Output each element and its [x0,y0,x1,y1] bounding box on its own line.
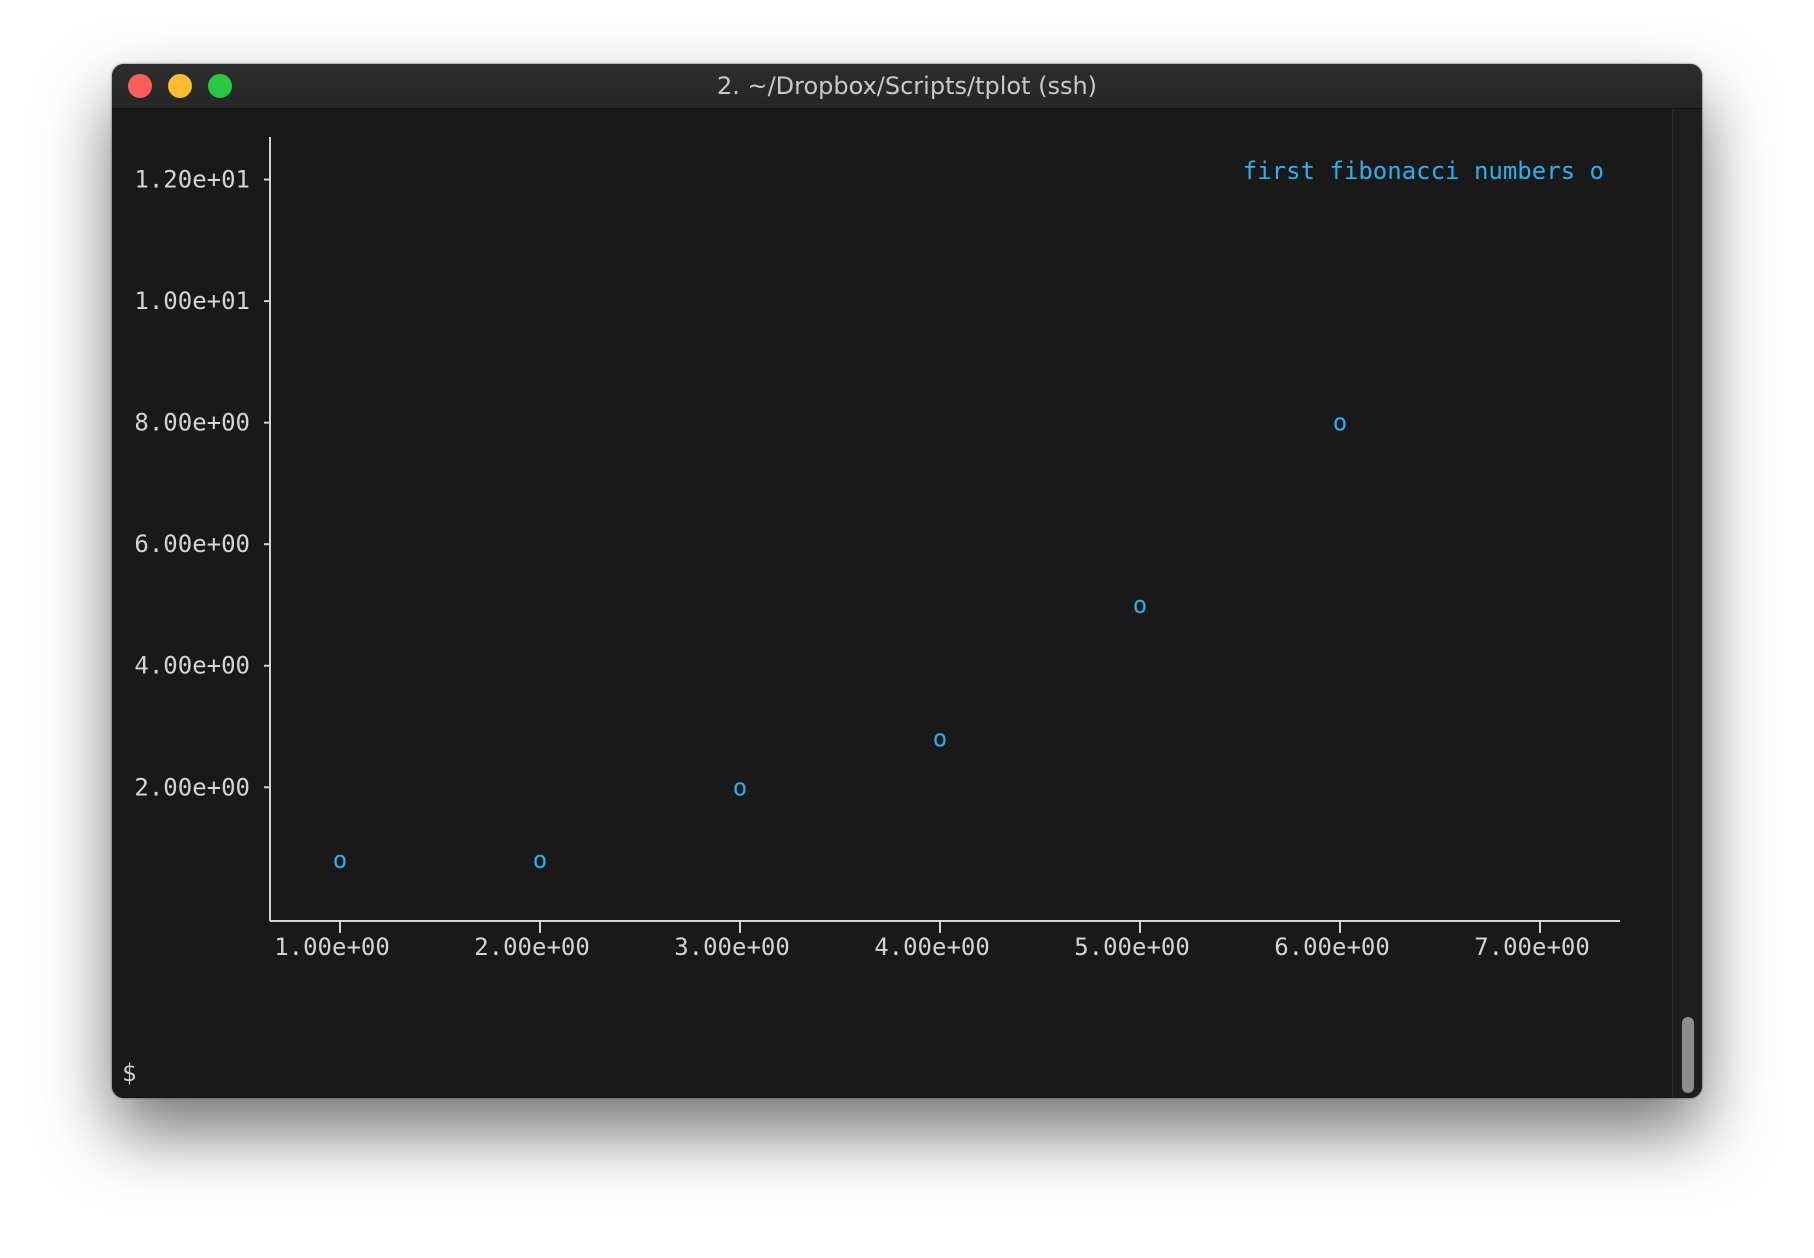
x-tick-label: 1.00e+00 [274,933,390,961]
y-tick-label: 4.00e+00 [134,652,250,680]
data-point: o [933,725,947,753]
y-tick-label: 6.00e+00 [134,530,250,558]
scatter-chart: 2.00e+00 4.00e+00 6.00e+00 8.00e+00 1.00e+01… [134,137,1620,961]
x-tick-label: 4.00e+00 [874,933,990,961]
y-tick-label: 1.20e+01 [134,166,250,194]
y-tick-label: 8.00e+00 [134,409,250,437]
data-point: o [333,846,347,874]
data-point: o [1333,409,1347,437]
x-tick-label: 3.00e+00 [674,933,790,961]
x-tick-label: 5.00e+00 [1074,933,1190,961]
maximize-window-button[interactable] [208,74,232,98]
data-point: o [533,846,547,874]
window-title: 2. ~/Dropbox/Scripts/tplot (ssh) [716,72,1098,100]
x-tick-label: 7.00e+00 [1474,933,1590,961]
title-bar[interactable]: 2. ~/Dropbox/Scripts/tplot (ssh) [112,64,1702,109]
scrollbar-thumb[interactable] [1682,1017,1694,1093]
close-window-button[interactable] [128,74,152,98]
terminal-output[interactable]: 2.00e+00 4.00e+00 6.00e+00 8.00e+00 1.00e+01… [112,109,1672,1098]
scrollbar[interactable] [1672,109,1702,1098]
y-tick-label: 2.00e+00 [134,773,250,801]
minimize-window-button[interactable] [168,74,192,98]
data-point: o [1133,591,1147,619]
data-point: o [733,773,747,801]
shell-prompt[interactable]: $ [122,1059,137,1087]
legend-entry: first fibonacci numbers o [1243,157,1604,185]
x-tick-label: 2.00e+00 [474,933,590,961]
terminal-window: 2. ~/Dropbox/Scripts/tplot (ssh) 2.00e+0… [112,64,1702,1098]
x-tick-label: 6.00e+00 [1274,933,1390,961]
y-tick-label: 1.00e+01 [134,287,250,315]
